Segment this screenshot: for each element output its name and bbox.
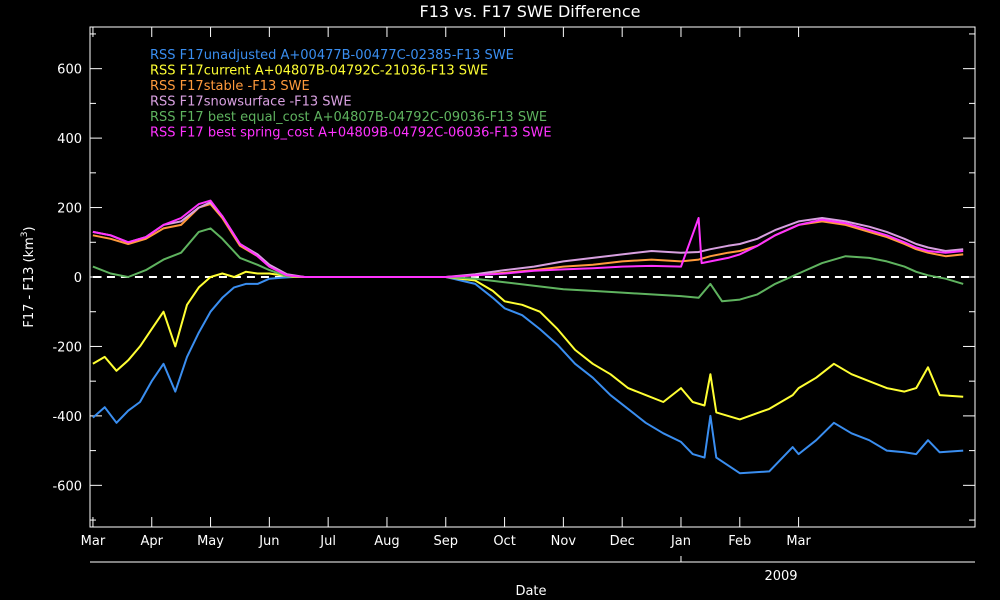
series-line-2	[92, 203, 964, 278]
series-line-1	[92, 270, 964, 421]
x-tick-label: Feb	[728, 534, 751, 549]
legend: RSS F17unadjusted A+00477B-00477C-02385-…	[150, 48, 552, 141]
x-tick-label: Jul	[319, 534, 336, 549]
x-tick-label: May	[197, 534, 224, 549]
x-tick-label: Aug	[374, 534, 399, 549]
legend-entry: RSS F17unadjusted A+00477B-00477C-02385-…	[150, 48, 514, 63]
legend-entry: RSS F17stable -F13 SWE	[150, 79, 310, 94]
x-tick-label: Jan	[670, 534, 691, 549]
legend-entry: RSS F17snowsurface -F13 SWE	[150, 95, 352, 110]
legend-entry: RSS F17current A+04807B-04792C-21036-F13…	[150, 64, 488, 79]
y-tick-label: -200	[52, 340, 82, 355]
y-tick-label: -400	[52, 410, 82, 425]
series-line-0	[92, 276, 964, 475]
legend-entry: RSS F17 best equal_cost A+04807B-04792C-…	[150, 110, 547, 125]
chart-title: F13 vs. F17 SWE Difference	[420, 2, 641, 21]
series-line-4	[92, 227, 964, 303]
x-tick-label: Mar	[81, 534, 106, 549]
y-axis-label-superscript: 3	[20, 231, 30, 237]
legend-entry: RSS F17 best spring_cost A+04809B-04792C…	[150, 126, 552, 141]
y-tick-label: 400	[57, 132, 82, 147]
y-tick-label: 600	[57, 63, 82, 78]
x-tick-label: Oct	[493, 534, 515, 549]
series-line-5	[92, 199, 964, 278]
series-line-3	[92, 201, 964, 278]
x-tick-label: Jun	[258, 534, 279, 549]
x-tick-label: Sep	[434, 534, 459, 549]
x-axis-label: Date	[515, 584, 546, 599]
x-tick-label: Nov	[551, 534, 577, 549]
y-tick-label: 200	[57, 202, 82, 217]
x-axis: Mar Apr May Jun Jul Aug Sep Oct Nov Dec Jan Feb Mar	[81, 27, 812, 562]
y-axis-label-main: F17 - F13 (km	[22, 237, 37, 327]
y-tick-label: 0	[74, 271, 82, 286]
y-axis-label-suffix: )	[22, 226, 37, 231]
x-tick-label: Mar	[786, 534, 811, 549]
y-axis-label: F17 - F13 (km3)	[20, 226, 37, 327]
year-label: 2009	[764, 569, 797, 584]
series-layer	[92, 199, 964, 475]
y-tick-label: -600	[52, 479, 82, 494]
y-axis: -600 -400 -200 0 200 400 600	[52, 33, 975, 521]
x-tick-label: Dec	[610, 534, 635, 549]
x-tick-label: Apr	[140, 534, 163, 549]
